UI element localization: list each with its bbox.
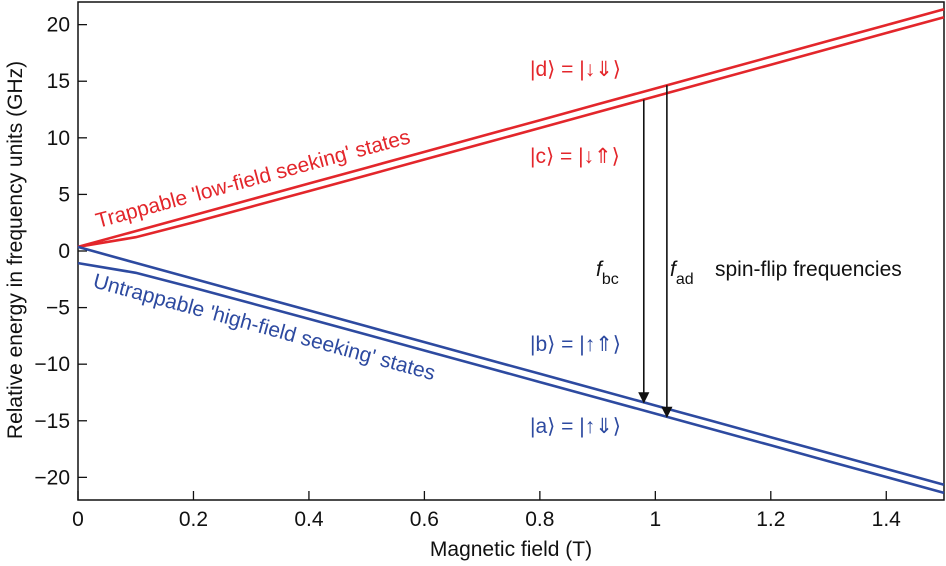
region-label: Untrappable 'high-field seeking' states: [91, 270, 438, 385]
region-label: Trappable 'low-field seeking' states: [93, 125, 412, 232]
y-tick-label: 10: [47, 127, 70, 150]
arrow-label: fbc: [596, 258, 619, 288]
y-tick-label: 15: [47, 70, 70, 93]
state-label: |c⟩ = |↓⇑⟩: [530, 145, 620, 168]
y-tick-label: −20: [34, 466, 70, 489]
x-tick-label: 0.6: [410, 508, 439, 531]
annotation: spin-flip frequencies: [715, 258, 902, 281]
arrow-label-main: f: [596, 258, 604, 281]
arrow-label: fad: [670, 258, 694, 288]
x-tick-label: 1: [649, 508, 661, 531]
y-tick-label: 5: [58, 183, 70, 206]
x-axis-label: Magnetic field (T): [430, 538, 592, 561]
plot-frame: [77, 1, 945, 501]
y-tick-label: −10: [34, 353, 70, 376]
series-line: [77, 261, 945, 495]
arrow-label-main: f: [670, 258, 678, 281]
x-tick-label: 0.4: [294, 508, 324, 531]
x-tick-label: 0.8: [525, 508, 554, 531]
state-label: |d⟩ = |↓⇓⟩: [530, 58, 621, 81]
y-tick-label: −5: [46, 297, 70, 320]
arrow-label-sub: ad: [676, 271, 694, 288]
y-tick-label: −15: [34, 410, 70, 433]
series-line: [77, 7, 945, 249]
y-tick-label: 20: [47, 14, 70, 37]
state-label: |b⟩ = |↑⇑⟩: [530, 333, 621, 356]
series-line: [77, 245, 945, 486]
y-tick-label: 0: [58, 240, 70, 263]
x-tick-label: 0.2: [179, 508, 208, 531]
state-label: |a⟩ = |↑⇓⟩: [530, 415, 621, 438]
arrow-label-sub: bc: [602, 271, 619, 288]
y-axis-label: Relative energy in frequency units (GHz): [4, 61, 27, 439]
series-line: [77, 15, 945, 249]
x-tick-label: 1.4: [872, 508, 902, 531]
x-tick-label: 1.2: [756, 508, 785, 531]
x-tick-label: 0: [72, 508, 84, 531]
